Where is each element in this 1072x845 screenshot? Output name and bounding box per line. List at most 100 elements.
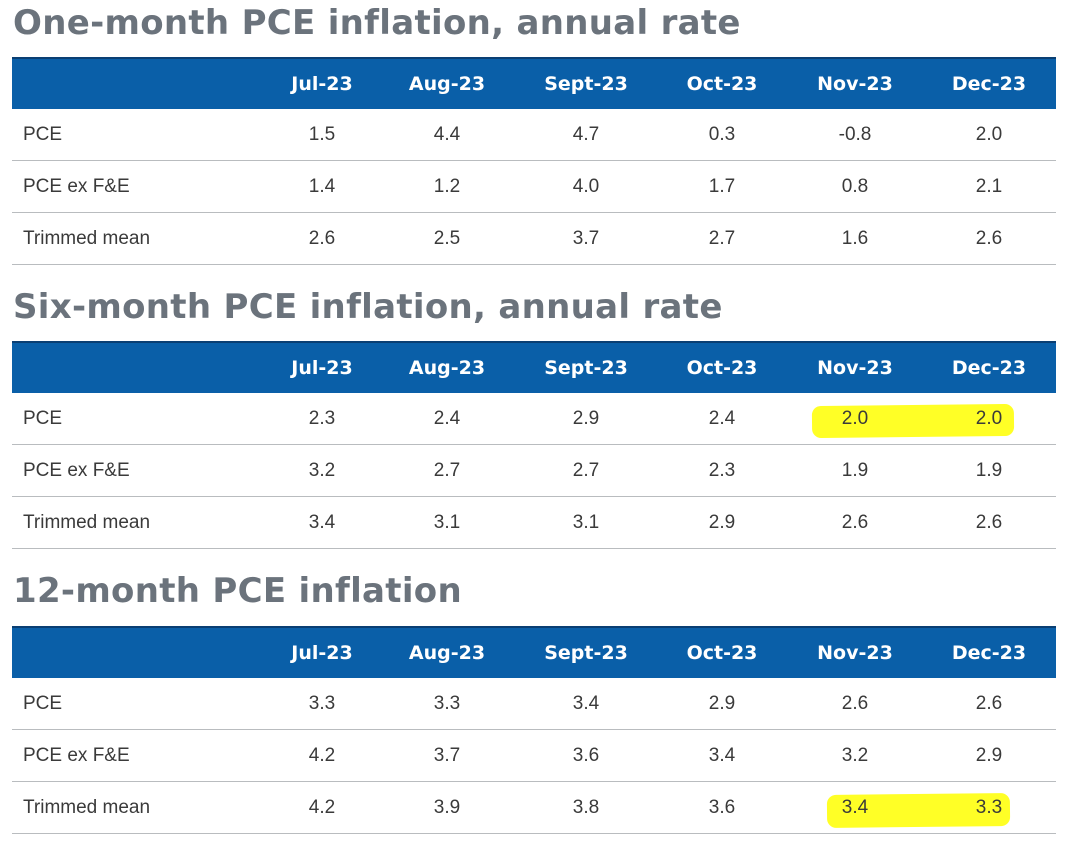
table-cell: 3.6 — [708, 796, 736, 818]
row-label: PCE — [23, 123, 63, 145]
table-cell: 3.1 — [572, 511, 600, 533]
section-title-twelve-month: 12-month PCE inflation — [13, 571, 462, 611]
table-row: PCE 2.3 2.4 2.9 2.4 2.0 2.0 — [12, 393, 1056, 445]
table-row: PCE 3.3 3.3 3.4 2.9 2.6 2.6 — [12, 678, 1056, 730]
table-cell: 3.7 — [433, 744, 461, 766]
table-row: Trimmed mean 3.4 3.1 3.1 2.9 2.6 2.6 — [12, 497, 1056, 549]
table-cell: 2.0 — [841, 407, 869, 429]
table-cell: 1.5 — [308, 123, 336, 145]
table-cell: 4.2 — [308, 744, 336, 766]
table-cell: 2.6 — [841, 692, 869, 714]
section-title-six-month: Six-month PCE inflation, annual rate — [13, 287, 723, 327]
table-cell: 4.0 — [572, 175, 600, 197]
table-one-month: Jul-23 Aug-23 Sept-23 Oct-23 Nov-23 Dec-… — [12, 57, 1056, 265]
table-cell: 3.2 — [308, 459, 336, 481]
row-label: PCE — [23, 692, 63, 714]
table-cell: 2.6 — [975, 227, 1003, 249]
table-cell: 3.1 — [433, 511, 461, 533]
table-cell: 2.6 — [841, 511, 869, 533]
table-cell: 2.5 — [433, 227, 461, 249]
table-cell: 3.3 — [308, 692, 336, 714]
table-cell: 3.6 — [572, 744, 600, 766]
table-cell: 2.0 — [975, 407, 1003, 429]
table-cell: 3.3 — [433, 692, 461, 714]
table-cell: 0.8 — [841, 175, 869, 197]
table-cell: 3.4 — [572, 692, 600, 714]
table-cell: 2.9 — [708, 692, 736, 714]
col-header: Nov-23 — [817, 73, 893, 95]
row-label: PCE ex F&E — [23, 459, 130, 481]
col-header: Dec-23 — [951, 73, 1027, 95]
table-cell: 2.6 — [975, 511, 1003, 533]
table-cell: 2.6 — [975, 692, 1003, 714]
col-header: Oct-23 — [686, 73, 758, 95]
table-cell: 1.2 — [433, 175, 461, 197]
table-row: PCE ex F&E 1.4 1.2 4.0 1.7 0.8 2.1 — [12, 161, 1056, 213]
row-label: PCE ex F&E — [23, 175, 130, 197]
table-cell: 2.9 — [572, 407, 600, 429]
table-row: Trimmed mean 2.6 2.5 3.7 2.7 1.6 2.6 — [12, 213, 1056, 265]
table-header: Jul-23 Aug-23 Sept-23 Oct-23 Nov-23 Dec-… — [12, 57, 1056, 109]
table-cell: 2.4 — [708, 407, 736, 429]
table-header: Jul-23 Aug-23 Sept-23 Oct-23 Nov-23 Dec-… — [12, 341, 1056, 393]
table-cell: 3.2 — [841, 744, 869, 766]
table-cell: 4.2 — [308, 796, 336, 818]
row-label: Trimmed mean — [23, 796, 151, 818]
table-cell: 0.3 — [708, 123, 736, 145]
col-header: Oct-23 — [686, 642, 758, 664]
table-row: PCE ex F&E 4.2 3.7 3.6 3.4 3.2 2.9 — [12, 730, 1056, 782]
table-cell: 2.3 — [308, 407, 336, 429]
row-label: Trimmed mean — [23, 227, 151, 249]
col-header: Nov-23 — [817, 642, 893, 664]
col-header: Jul-23 — [291, 642, 353, 664]
table-cell: 1.4 — [308, 175, 336, 197]
row-label: PCE — [23, 407, 63, 429]
col-header: Oct-23 — [686, 357, 758, 379]
col-header: Dec-23 — [951, 357, 1027, 379]
col-header: Sept-23 — [544, 73, 628, 95]
table-cell: 2.7 — [708, 227, 736, 249]
col-header: Sept-23 — [544, 642, 628, 664]
table-row: PCE 1.5 4.4 4.7 0.3 -0.8 2.0 — [12, 109, 1056, 161]
table-cell: 2.9 — [975, 744, 1003, 766]
table-cell: 3.3 — [975, 796, 1003, 818]
table-cell: 2.1 — [975, 175, 1003, 197]
table-header: Jul-23 Aug-23 Sept-23 Oct-23 Nov-23 Dec-… — [12, 626, 1056, 678]
section-title-one-month: One-month PCE inflation, annual rate — [13, 3, 741, 43]
col-header: Nov-23 — [817, 357, 893, 379]
table-cell: 1.6 — [841, 227, 869, 249]
col-header: Sept-23 — [544, 357, 628, 379]
table-cell: 3.4 — [308, 511, 336, 533]
col-header: Jul-23 — [291, 73, 353, 95]
col-header: Aug-23 — [408, 357, 486, 379]
row-label: PCE ex F&E — [23, 744, 130, 766]
table-cell: 3.9 — [433, 796, 461, 818]
table-cell: -0.8 — [838, 123, 872, 145]
table-cell: 3.4 — [841, 796, 869, 818]
col-header: Aug-23 — [408, 642, 486, 664]
col-header: Dec-23 — [951, 642, 1027, 664]
table-cell: 2.4 — [433, 407, 461, 429]
table-twelve-month: Jul-23 Aug-23 Sept-23 Oct-23 Nov-23 Dec-… — [12, 626, 1056, 834]
table-cell: 4.4 — [433, 123, 461, 145]
table-cell: 3.7 — [572, 227, 600, 249]
table-cell: 2.3 — [708, 459, 736, 481]
col-header: Aug-23 — [408, 73, 486, 95]
table-six-month: Jul-23 Aug-23 Sept-23 Oct-23 Nov-23 Dec-… — [12, 341, 1056, 549]
table-cell: 3.8 — [572, 796, 600, 818]
table-row: Trimmed mean 4.2 3.9 3.8 3.6 3.4 3.3 — [12, 782, 1056, 834]
table-row: PCE ex F&E 3.2 2.7 2.7 2.3 1.9 1.9 — [12, 445, 1056, 497]
table-cell: 2.7 — [433, 459, 461, 481]
col-header: Jul-23 — [291, 357, 353, 379]
table-cell: 2.0 — [975, 123, 1003, 145]
table-cell: 2.9 — [708, 511, 736, 533]
table-cell: 1.7 — [708, 175, 736, 197]
table-cell: 4.7 — [572, 123, 600, 145]
table-cell: 2.6 — [308, 227, 336, 249]
table-cell: 1.9 — [975, 459, 1003, 481]
table-cell: 2.7 — [572, 459, 600, 481]
table-cell: 3.4 — [708, 744, 736, 766]
table-cell: 1.9 — [841, 459, 869, 481]
row-label: Trimmed mean — [23, 511, 151, 533]
